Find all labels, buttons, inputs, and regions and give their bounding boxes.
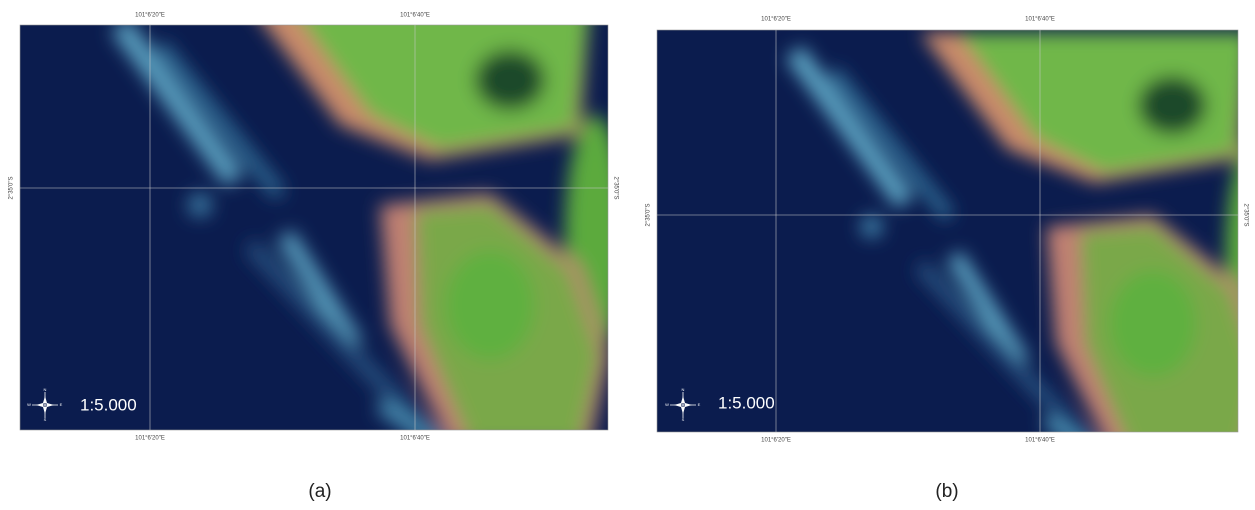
caption: (b) xyxy=(935,481,958,502)
compass-label: N xyxy=(44,387,47,392)
compass-label: W xyxy=(27,402,31,407)
bottom-coordinate: 101°6'20"E xyxy=(135,436,165,442)
top-coordinate: 101°6'40"E xyxy=(400,13,430,19)
compass-label: N xyxy=(682,387,685,392)
compass-label: E xyxy=(60,402,63,407)
scale-label: 1:5.000 xyxy=(80,395,137,414)
bottom-coordinate: 101°6'40"E xyxy=(1025,438,1055,444)
satellite-image xyxy=(649,3,1255,505)
top-coordinate: 101°6'40"E xyxy=(1025,17,1055,23)
compass-label: S xyxy=(682,417,685,422)
top-coordinate: 101°6'20"E xyxy=(135,13,165,19)
compass-label: S xyxy=(44,417,47,422)
figure: 101°6'20"E 101°6'40"E 101°6'20"E 101°6'4… xyxy=(0,0,1255,505)
bottom-coordinate: 101°6'20"E xyxy=(761,438,791,444)
right-coordinate: 2°35'0"S xyxy=(612,176,618,199)
right-coordinate: 2°35'0"S xyxy=(1242,203,1248,226)
map-panel: 101°6'20"E 101°6'40"E 101°6'20"E 101°6'4… xyxy=(646,3,1255,505)
top-coordinate: 101°6'20"E xyxy=(761,17,791,23)
caption: (a) xyxy=(308,481,331,502)
left-coordinate: 2°35'0"S xyxy=(9,176,15,199)
satellite-image xyxy=(0,0,670,495)
left-coordinate: 2°35'0"S xyxy=(646,203,652,226)
compass-label: E xyxy=(698,402,701,407)
compass-label: W xyxy=(665,402,669,407)
map-panel: 101°6'20"E 101°6'40"E 101°6'20"E 101°6'4… xyxy=(0,0,670,502)
bottom-coordinate: 101°6'40"E xyxy=(400,436,430,442)
scale-label: 1:5.000 xyxy=(718,393,775,412)
